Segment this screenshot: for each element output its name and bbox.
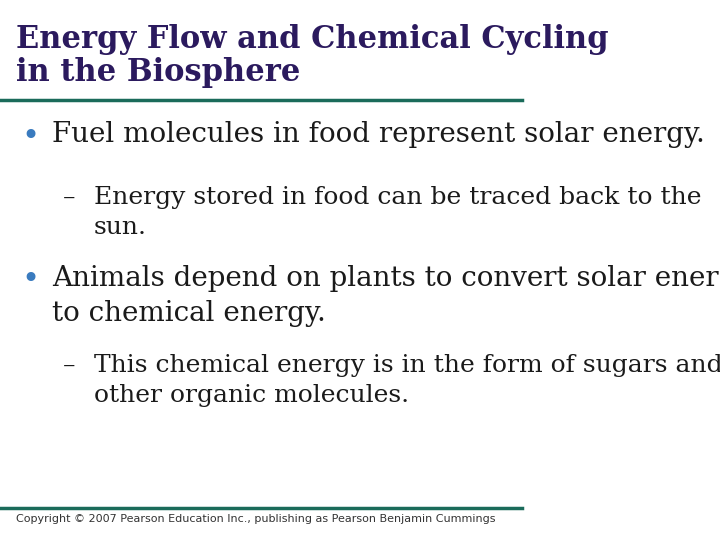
Text: Copyright © 2007 Pearson Education Inc., publishing as Pearson Benjamin Cummings: Copyright © 2007 Pearson Education Inc.,… bbox=[16, 514, 495, 524]
Text: –: – bbox=[63, 354, 75, 377]
Text: •: • bbox=[21, 122, 39, 151]
Text: This chemical energy is in the form of sugars and
other organic molecules.: This chemical energy is in the form of s… bbox=[94, 354, 720, 407]
Text: •: • bbox=[21, 265, 39, 294]
Text: Fuel molecules in food represent solar energy.: Fuel molecules in food represent solar e… bbox=[53, 122, 705, 148]
Text: Energy stored in food can be traced back to the
sun.: Energy stored in food can be traced back… bbox=[94, 186, 701, 240]
Text: Animals depend on plants to convert solar energy
to chemical energy.: Animals depend on plants to convert sola… bbox=[53, 265, 720, 327]
Text: Energy Flow and Chemical Cycling: Energy Flow and Chemical Cycling bbox=[16, 24, 608, 55]
Text: in the Biosphere: in the Biosphere bbox=[16, 57, 300, 87]
Text: –: – bbox=[63, 186, 75, 210]
